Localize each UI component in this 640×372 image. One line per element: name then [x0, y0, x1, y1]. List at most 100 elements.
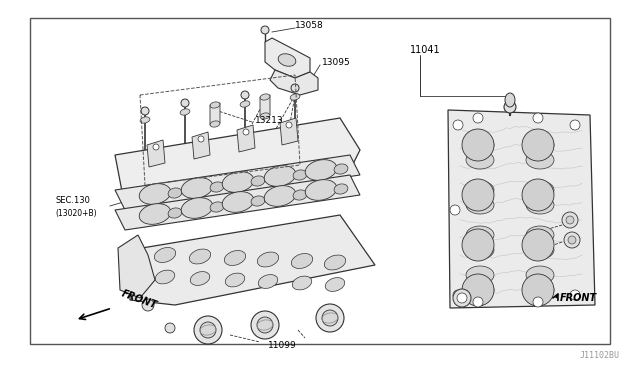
Ellipse shape: [526, 226, 554, 244]
Ellipse shape: [505, 93, 515, 107]
Ellipse shape: [466, 151, 494, 169]
Ellipse shape: [466, 266, 494, 284]
Circle shape: [165, 323, 175, 333]
Ellipse shape: [264, 186, 296, 206]
Ellipse shape: [140, 184, 171, 204]
Ellipse shape: [290, 94, 300, 100]
Ellipse shape: [154, 247, 176, 263]
Text: SEC.130: SEC.130: [55, 196, 90, 205]
Ellipse shape: [305, 180, 337, 201]
Text: (13020+B): (13020+B): [55, 208, 97, 218]
Text: 13095: 13095: [322, 58, 351, 67]
Polygon shape: [115, 118, 360, 207]
Polygon shape: [265, 38, 310, 78]
Ellipse shape: [526, 266, 554, 284]
Circle shape: [251, 311, 279, 339]
Text: 11041: 11041: [410, 45, 440, 55]
Ellipse shape: [210, 182, 224, 192]
Polygon shape: [237, 125, 255, 152]
Ellipse shape: [292, 276, 312, 290]
Circle shape: [522, 179, 554, 211]
Circle shape: [570, 120, 580, 130]
Circle shape: [257, 317, 273, 333]
Ellipse shape: [466, 226, 494, 244]
Ellipse shape: [278, 54, 296, 66]
Circle shape: [322, 310, 338, 326]
Ellipse shape: [305, 160, 337, 180]
Circle shape: [261, 26, 269, 34]
Ellipse shape: [257, 252, 278, 267]
Text: 13058: 13058: [295, 20, 324, 29]
Circle shape: [316, 304, 344, 332]
Ellipse shape: [526, 136, 554, 154]
Text: 11099: 11099: [268, 340, 297, 350]
Circle shape: [473, 297, 483, 307]
Circle shape: [522, 229, 554, 261]
Ellipse shape: [240, 101, 250, 107]
Circle shape: [200, 322, 216, 338]
Ellipse shape: [259, 275, 278, 288]
Circle shape: [241, 91, 249, 99]
Circle shape: [570, 290, 580, 300]
Circle shape: [198, 136, 204, 142]
Polygon shape: [210, 103, 220, 125]
Ellipse shape: [210, 102, 220, 108]
Ellipse shape: [168, 208, 182, 218]
Circle shape: [462, 129, 494, 161]
Ellipse shape: [140, 203, 171, 224]
Polygon shape: [270, 70, 318, 95]
Polygon shape: [448, 110, 595, 308]
Ellipse shape: [210, 121, 220, 127]
Ellipse shape: [181, 178, 212, 198]
Circle shape: [286, 122, 292, 128]
Circle shape: [194, 316, 222, 344]
Ellipse shape: [168, 188, 182, 198]
Circle shape: [181, 99, 189, 107]
Ellipse shape: [526, 151, 554, 169]
Ellipse shape: [251, 196, 265, 206]
Circle shape: [457, 293, 467, 303]
Circle shape: [453, 120, 463, 130]
Ellipse shape: [334, 164, 348, 174]
Polygon shape: [130, 215, 375, 305]
Circle shape: [564, 232, 580, 248]
Polygon shape: [192, 132, 210, 159]
Polygon shape: [115, 175, 360, 230]
Text: 13213: 13213: [255, 115, 284, 125]
Polygon shape: [115, 155, 360, 210]
Circle shape: [533, 297, 543, 307]
Circle shape: [568, 236, 576, 244]
Ellipse shape: [466, 196, 494, 214]
Ellipse shape: [251, 176, 265, 186]
Ellipse shape: [224, 250, 246, 266]
Ellipse shape: [181, 198, 212, 218]
Circle shape: [562, 212, 578, 228]
Ellipse shape: [260, 113, 270, 119]
Ellipse shape: [526, 281, 554, 299]
Ellipse shape: [140, 117, 150, 123]
Ellipse shape: [466, 136, 494, 154]
Ellipse shape: [210, 202, 224, 212]
Circle shape: [522, 129, 554, 161]
Polygon shape: [260, 95, 270, 117]
Circle shape: [533, 113, 543, 123]
Ellipse shape: [293, 170, 307, 180]
Ellipse shape: [260, 94, 270, 100]
Polygon shape: [147, 140, 165, 167]
Ellipse shape: [325, 278, 345, 291]
Polygon shape: [118, 235, 155, 298]
Ellipse shape: [293, 190, 307, 200]
Ellipse shape: [324, 255, 346, 270]
Circle shape: [142, 299, 154, 311]
Circle shape: [153, 144, 159, 150]
Ellipse shape: [466, 181, 494, 199]
Circle shape: [450, 205, 460, 215]
Ellipse shape: [526, 241, 554, 259]
Ellipse shape: [291, 254, 313, 269]
Circle shape: [291, 84, 299, 92]
Bar: [30, 18, 610, 344]
Text: FRONT: FRONT: [560, 293, 597, 303]
Ellipse shape: [466, 241, 494, 259]
Ellipse shape: [466, 281, 494, 299]
Circle shape: [462, 229, 494, 261]
